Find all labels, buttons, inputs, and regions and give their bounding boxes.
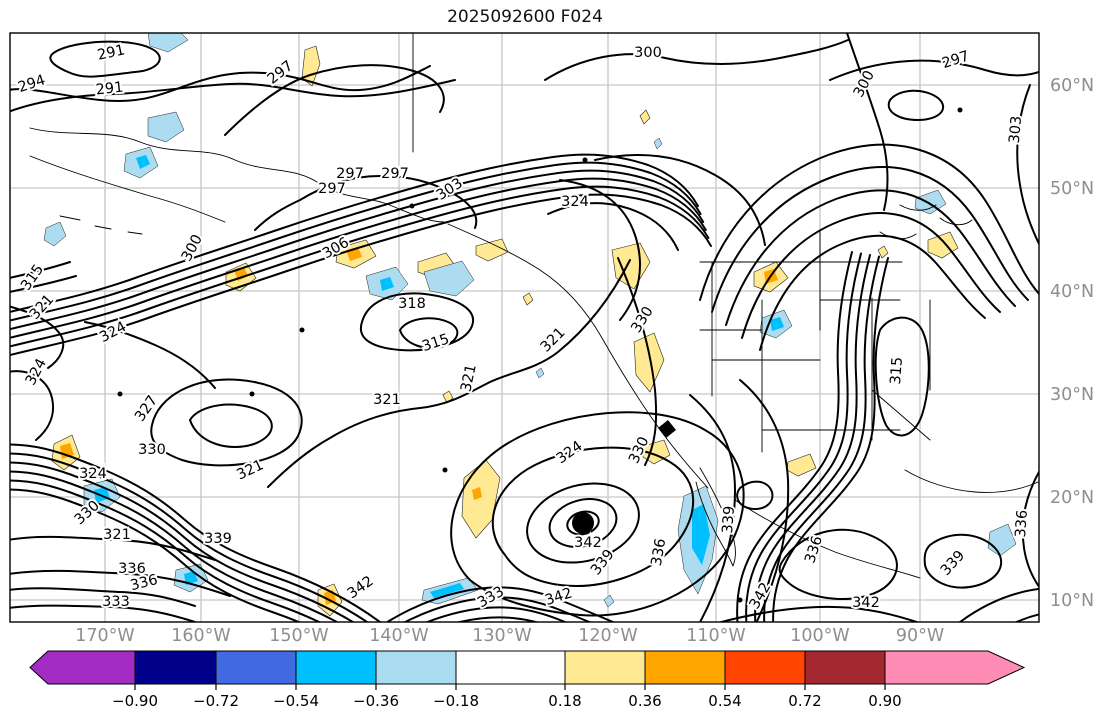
lon-tick-label: 140°W [369, 626, 428, 646]
colorbar-segment [216, 651, 296, 684]
colorbar-tick-label: −0.90 [112, 692, 158, 710]
colorbar-segment [565, 651, 645, 684]
contour-label: 324 [79, 466, 107, 482]
contour-label: 342 [574, 535, 602, 551]
lon-tick-label: 170°W [75, 626, 134, 646]
contour-label: 297 [381, 166, 409, 182]
colorbar-segment [296, 651, 376, 684]
colorbar-segment [456, 651, 565, 684]
lat-tick-label: 30°N [1050, 385, 1094, 405]
weather-chart-window: 2025092600 F024 [0, 0, 1105, 712]
contour-label: 318 [398, 296, 426, 312]
lat-tick-label: 20°N [1050, 488, 1094, 508]
colorbar-segment [725, 651, 805, 684]
colorbar-tick-label: −0.36 [353, 692, 399, 710]
colorbar-tick-label: 0.36 [628, 692, 661, 710]
colorbar-tick-label: 0.18 [548, 692, 581, 710]
contour-label: 300 [634, 45, 662, 61]
colorbar-segment [805, 651, 885, 684]
colorbar-segment [376, 651, 456, 684]
contour-label: 342 [852, 595, 880, 611]
lon-tick-label: 110°W [686, 626, 745, 646]
lon-tick-label: 150°W [269, 626, 328, 646]
figure-title: 2025092600 F024 [447, 7, 603, 27]
contour-label: 321 [373, 392, 401, 408]
contour-label: 291 [95, 80, 124, 99]
colorbar-tick-label: −0.72 [193, 692, 239, 710]
lat-tick-label: 50°N [1050, 179, 1094, 199]
colorbar-tick-label: 0.90 [868, 692, 901, 710]
contour-label: 315 [888, 356, 906, 385]
lon-tick-label: 90°W [896, 626, 944, 646]
lon-tick-label: 160°W [171, 626, 230, 646]
lon-tick-label: 100°W [790, 626, 849, 646]
contour-label: 330 [138, 442, 166, 458]
contour-label: 324 [561, 194, 589, 210]
colorbar-segment [645, 651, 725, 684]
lat-tick-label: 60°N [1050, 76, 1094, 96]
lon-tick-label: 130°W [472, 626, 531, 646]
lat-tick-label: 10°N [1050, 591, 1094, 611]
colorbar-tick-label: −0.18 [433, 692, 479, 710]
colorbar-tick-label: −0.54 [273, 692, 319, 710]
colorbar-tick-label: 0.54 [708, 692, 741, 710]
lat-tick-label: 40°N [1050, 282, 1094, 302]
contour-label: 297 [318, 181, 346, 197]
contour-label: 336 [1013, 509, 1031, 538]
contour-label: 297 [336, 166, 364, 182]
colorbar-tick-label: 0.72 [788, 692, 821, 710]
colorbar-segment [135, 651, 216, 684]
contour-map-figure: 2025092600 F024 [0, 0, 1105, 712]
contour-label: 339 [720, 505, 738, 534]
contour-label: 303 [1007, 115, 1025, 144]
contour-label: 321 [103, 527, 131, 543]
contour-label: 333 [102, 594, 130, 610]
colorbar-left-arrow [30, 651, 135, 684]
lon-tick-label: 120°W [578, 626, 637, 646]
contour-label: 339 [204, 531, 232, 547]
